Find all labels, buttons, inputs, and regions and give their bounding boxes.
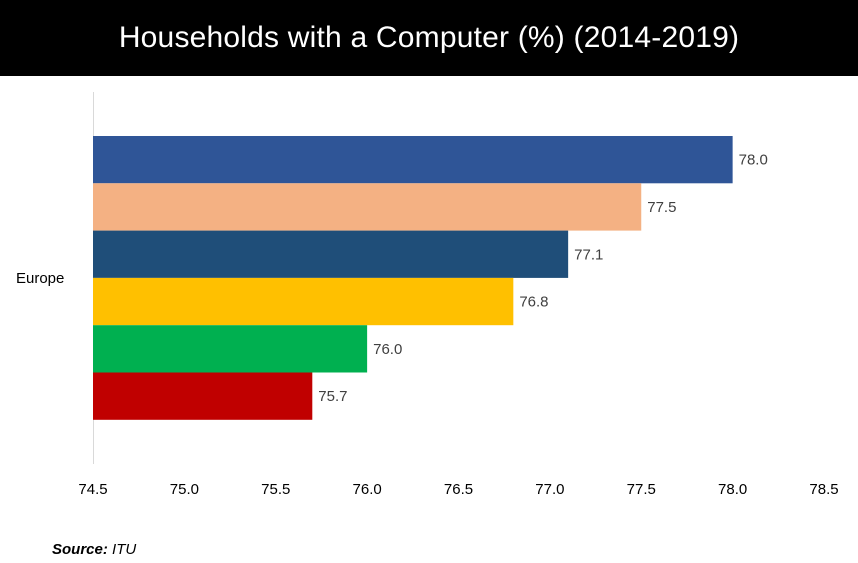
source-value: ITU [112, 541, 137, 558]
bar-chart: 78.0 77.5 77.1 76.8 76.0 75.7 Europe 74.5 75.0 75… [16, 92, 839, 498]
x-tick-label: 74.5 [78, 481, 107, 498]
data-label-4: 76.0 [373, 341, 402, 358]
data-label-1: 77.5 [647, 199, 676, 216]
x-tick-label: 76.0 [353, 481, 382, 498]
data-label-3: 76.8 [519, 294, 548, 311]
x-tick-label: 77.5 [627, 481, 656, 498]
x-tick-label: 77.0 [535, 481, 564, 498]
source-note: Source: ITU [52, 541, 136, 558]
x-tick-label: 78.0 [718, 481, 747, 498]
data-label-0: 78.0 [739, 152, 768, 169]
data-label-5: 75.7 [318, 388, 347, 405]
bar-1 [93, 183, 642, 231]
bar-5 [93, 372, 313, 420]
title-bar: Households with a Computer (%) (2014-201… [0, 0, 858, 76]
source-label: Source: [52, 541, 108, 558]
x-tick-label: 75.5 [261, 481, 290, 498]
x-tick-label: 76.5 [444, 481, 473, 498]
bar-2 [93, 230, 569, 278]
bar-4 [93, 325, 368, 373]
x-tick-label: 75.0 [170, 481, 199, 498]
bar-3 [93, 277, 514, 326]
category-label: Europe [16, 270, 64, 287]
x-tick-label: 78.5 [809, 481, 838, 498]
bar-0 [93, 136, 733, 184]
page-title: Households with a Computer (%) (2014-201… [118, 21, 740, 54]
data-label-2: 77.1 [574, 246, 603, 263]
